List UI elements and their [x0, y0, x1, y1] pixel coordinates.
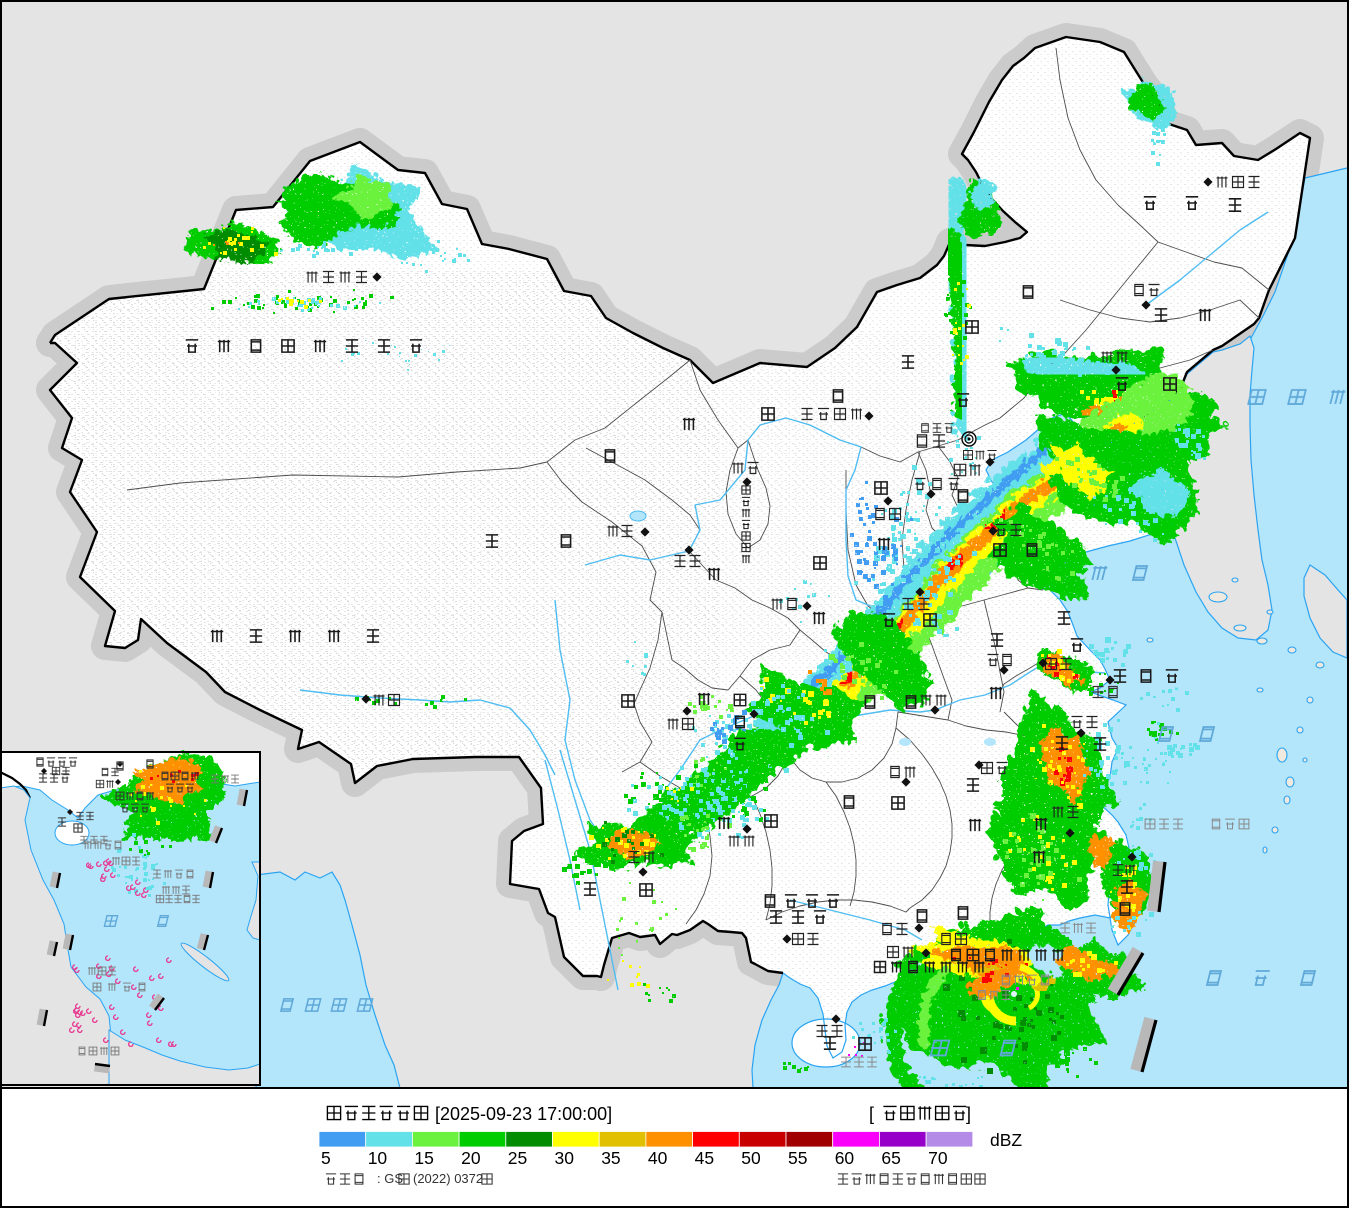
svg-text:15: 15 — [414, 1148, 433, 1168]
svg-text:60: 60 — [835, 1148, 855, 1168]
svg-text:45: 45 — [695, 1148, 714, 1168]
svg-text:: GS: : GS — [377, 1171, 403, 1186]
svg-text:30: 30 — [555, 1148, 575, 1168]
svg-text:]: ] — [966, 1104, 971, 1124]
svg-text:50: 50 — [741, 1148, 761, 1168]
svg-text:70: 70 — [928, 1148, 948, 1168]
svg-text:20: 20 — [461, 1148, 481, 1168]
svg-text:25: 25 — [508, 1148, 527, 1168]
svg-text:55: 55 — [788, 1148, 807, 1168]
svg-text:(2022) 0372: (2022) 0372 — [413, 1171, 483, 1186]
svg-text:65: 65 — [881, 1148, 900, 1168]
svg-text:[2025-09-23 17:00:00]: [2025-09-23 17:00:00] — [435, 1104, 612, 1124]
svg-text:40: 40 — [648, 1148, 668, 1168]
svg-text:dBZ: dBZ — [990, 1130, 1022, 1150]
svg-text:[: [ — [869, 1104, 874, 1124]
svg-text:10: 10 — [368, 1148, 388, 1168]
svg-text:35: 35 — [601, 1148, 620, 1168]
svg-text:5: 5 — [321, 1148, 331, 1168]
